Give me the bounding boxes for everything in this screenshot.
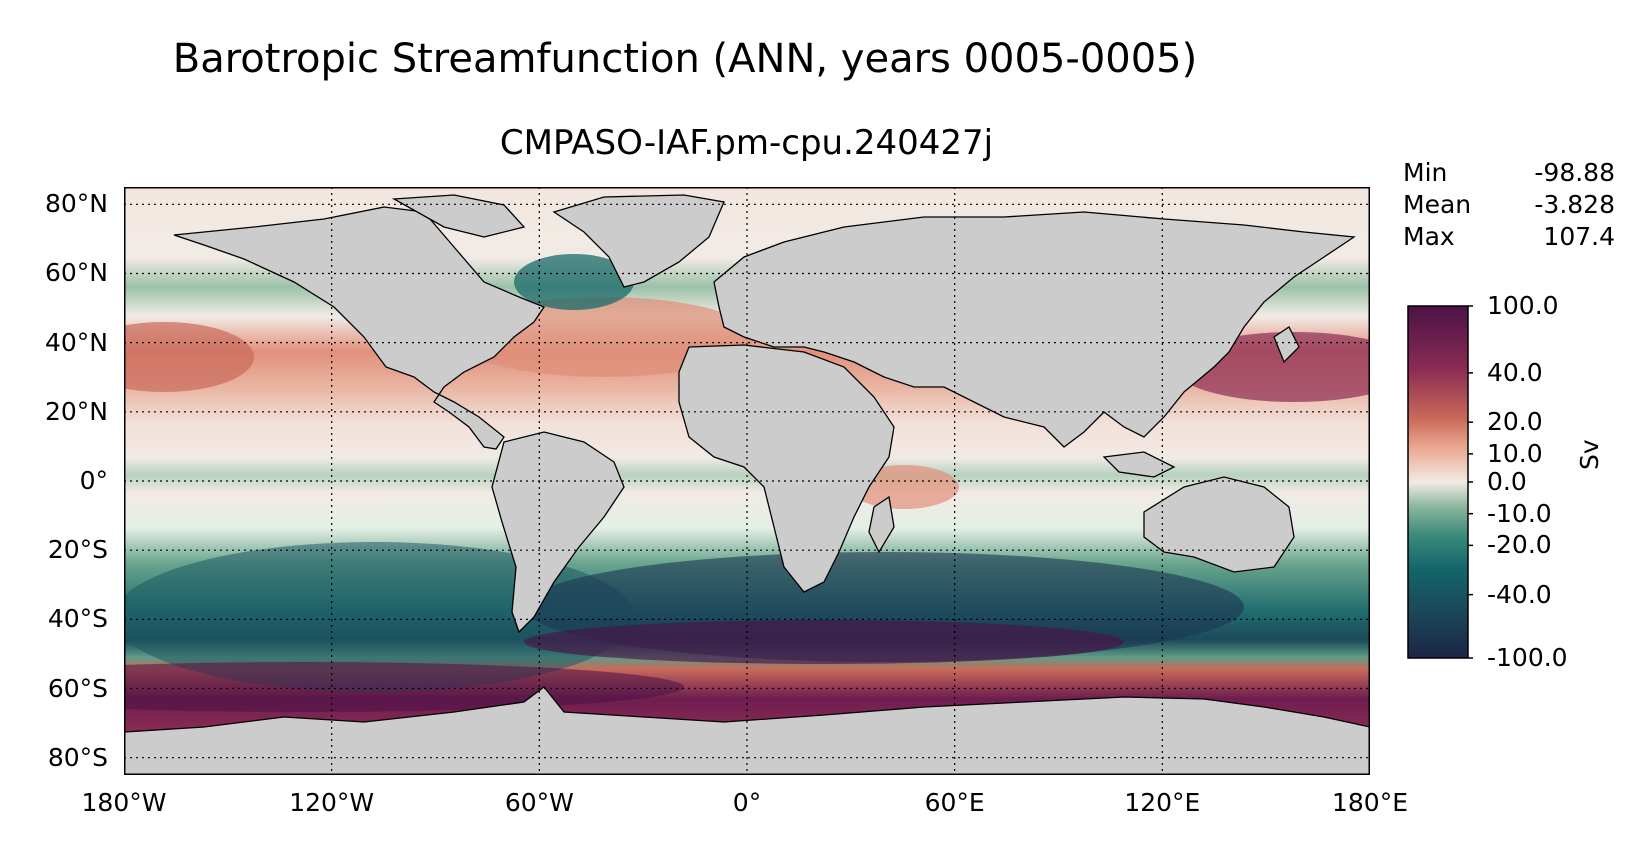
colorbar-tick-label: -20.0 <box>1487 530 1552 560</box>
lon-label: 60°W <box>504 788 574 817</box>
figure-title: Barotropic Streamfunction (ANN, years 00… <box>172 36 1198 82</box>
stat-min-value: -98.88 <box>1534 158 1615 187</box>
stat-max-value: 107.4 <box>1543 222 1615 251</box>
colorbar-tick-label: 0.0 <box>1487 467 1527 496</box>
colorbar-gradient <box>1407 305 1469 659</box>
gridlines <box>124 187 1370 775</box>
arctic-islands <box>391 194 526 238</box>
stat-mean-label: Mean <box>1403 190 1472 219</box>
colorbar-tick-label: 100.0 <box>1487 291 1559 320</box>
colorbar <box>1407 305 1473 659</box>
africa <box>678 344 895 593</box>
lat-label: 0° <box>79 466 108 495</box>
lat-label: 20°S <box>47 535 108 565</box>
south-america <box>491 431 625 634</box>
antarctica <box>124 686 1370 775</box>
lat-label: 20°N <box>44 396 108 426</box>
eurasia <box>713 211 1356 448</box>
lat-label: 80°N <box>44 189 108 219</box>
lat-label: 40°N <box>44 327 108 357</box>
madagascar <box>868 495 895 554</box>
stat-min-label: Min <box>1403 158 1448 187</box>
map-frame <box>124 187 1370 775</box>
colorbar-tick-label: -100.0 <box>1487 643 1568 672</box>
stat-mean-value: -3.828 <box>1534 190 1615 219</box>
japan <box>1273 326 1300 364</box>
stat-max-label: Max <box>1403 222 1455 251</box>
lon-label: 60°E <box>924 788 985 817</box>
colorbar-units: Sv <box>1575 439 1604 470</box>
south-pacific-gyre <box>124 542 634 692</box>
plot-subtitle: CMPASO-IAF.pm-cpu.240427j <box>499 123 994 163</box>
lon-label: 120°W <box>289 788 375 817</box>
land-masses <box>124 194 1370 775</box>
colorbar-tick-label: 20.0 <box>1487 407 1543 437</box>
streamfunction-map <box>124 187 1370 775</box>
labrador-sea-gyre <box>514 254 634 310</box>
acc-atlantic-indian <box>524 620 1124 664</box>
lon-label: 120°E <box>1124 788 1201 817</box>
colorbar-tick-label: -40.0 <box>1487 579 1552 609</box>
lat-label: 80°S <box>47 742 108 772</box>
lat-label: 60°N <box>44 258 108 288</box>
colorbar-tick-label: 10.0 <box>1487 438 1543 468</box>
colorbar-tick-label: -10.0 <box>1487 498 1552 528</box>
lon-label: 180°W <box>81 788 167 817</box>
greenland <box>552 194 725 288</box>
lon-label: 180°E <box>1331 788 1409 817</box>
lat-label: 60°S <box>47 673 108 703</box>
lon-label: 0° <box>732 788 762 817</box>
lat-label: 40°S <box>47 604 108 634</box>
australia <box>1143 476 1295 573</box>
maritime-continent <box>1102 451 1176 478</box>
colorbar-tick-label: 40.0 <box>1487 357 1543 387</box>
north-pacific-gyre <box>124 322 254 392</box>
